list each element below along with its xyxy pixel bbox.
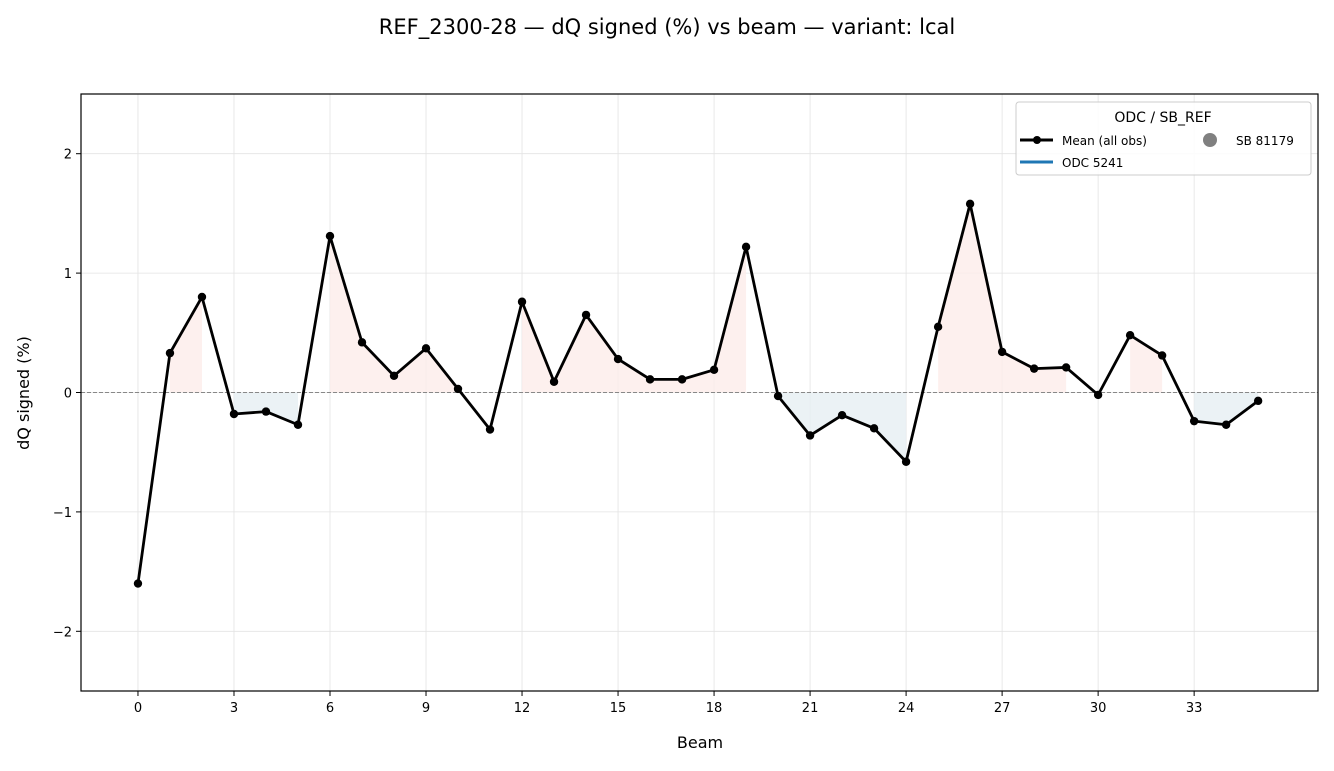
data-point [421, 344, 431, 353]
legend-mean-marker-icon [1033, 136, 1041, 144]
x-axis-label: Beam [677, 733, 723, 752]
data-point [581, 310, 591, 320]
mean-line [136, 202, 1259, 584]
positive-fill [522, 246, 747, 393]
fills [169, 203, 1259, 462]
data-point [933, 322, 943, 332]
data-point [773, 391, 783, 401]
legend-title: ODC / SB_REF [1114, 110, 1211, 126]
negative-fill [1194, 392, 1259, 425]
x-tick-label: 12 [514, 701, 531, 716]
data-point [133, 579, 143, 588]
x-tick-label: 9 [422, 701, 430, 716]
data-point [485, 425, 495, 434]
y-ticks: −2 −1 0 1 2 [53, 148, 81, 640]
data-point [741, 242, 751, 252]
legend-sb-marker-icon [1203, 133, 1217, 147]
data-point [677, 375, 687, 384]
data-point [837, 410, 847, 420]
data-point [293, 420, 303, 429]
data-point [517, 297, 527, 306]
data-point [197, 292, 207, 302]
legend-mean-label: Mean (all obs) [1062, 134, 1147, 148]
x-tick-label: 18 [706, 701, 723, 716]
data-point [1189, 416, 1199, 426]
y-tick-label: −2 [53, 625, 72, 640]
x-ticks: 0 3 6 9 12 15 18 21 24 27 30 33 [134, 691, 1203, 716]
data-point [965, 199, 975, 209]
data-point [869, 424, 879, 433]
positive-fill [1130, 335, 1163, 393]
data-point [325, 231, 335, 241]
data-point [1157, 351, 1167, 360]
data-point [165, 348, 175, 358]
y-tick-label: 0 [64, 387, 72, 402]
x-tick-label: 21 [802, 701, 819, 716]
positive-fill [330, 236, 459, 393]
data-point [901, 457, 911, 466]
data-point [1093, 390, 1103, 400]
positive-fill [938, 203, 1067, 393]
data-point [549, 377, 559, 386]
x-tick-label: 24 [898, 701, 915, 716]
y-tick-label: 2 [64, 148, 72, 163]
data-point [453, 384, 463, 394]
data-point [1221, 420, 1231, 429]
data-point [1029, 364, 1039, 373]
data-point [613, 354, 623, 364]
x-tick-label: 30 [1090, 701, 1107, 716]
x-tick-label: 27 [994, 701, 1011, 716]
legend-box [1015, 101, 1312, 176]
legend-sb-label: SB 81179 [1236, 134, 1294, 148]
series-mean [133, 199, 1263, 588]
y-tick-label: 1 [64, 267, 72, 282]
data-point [997, 347, 1007, 357]
data-point [229, 409, 239, 419]
chart-title: REF_2300-28 — dQ signed (%) vs beam — va… [379, 15, 955, 40]
legend: ODC / SB_REF Mean (all obs) SB 81179 ODC… [1015, 101, 1312, 176]
data-point [1061, 363, 1071, 372]
data-point [805, 431, 815, 440]
legend-odc-label: ODC 5241 [1062, 156, 1123, 170]
x-tick-label: 6 [326, 701, 334, 716]
negative-fill [778, 392, 907, 462]
data-point [261, 407, 271, 416]
x-tick-label: 0 [134, 701, 142, 716]
data-point [1125, 330, 1135, 340]
data-point [1253, 396, 1263, 406]
x-tick-label: 15 [610, 701, 627, 716]
x-tick-label: 33 [1186, 701, 1203, 716]
y-tick-label: −1 [53, 506, 72, 521]
data-point [709, 365, 719, 375]
data-point [645, 375, 655, 384]
x-tick-label: 3 [230, 701, 238, 716]
positive-fill [169, 296, 202, 393]
data-point [357, 338, 367, 347]
y-axis-label: dQ signed (%) [14, 336, 33, 450]
data-point [389, 371, 399, 380]
